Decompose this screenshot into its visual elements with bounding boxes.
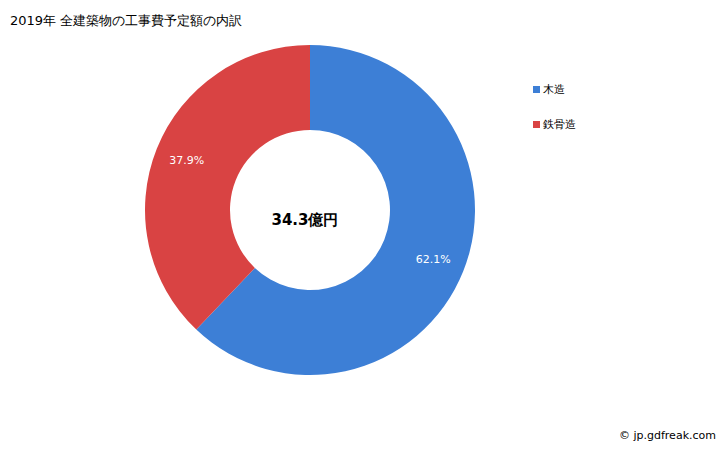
svg-text:37.9%: 37.9% [169, 154, 204, 167]
html-text:鉄骨造: 鉄骨造 [543, 117, 576, 131]
svg-text:62.1%: 62.1% [416, 253, 451, 266]
html-text:34.3億円: 34.3億円 [271, 210, 339, 229]
html-text:© jp.gdfreak.com: © jp.gdfreak.com [619, 429, 716, 442]
html-text:2019年 全建築物の工事費予定額の内訳: 2019年 全建築物の工事費予定額の内訳 [10, 13, 243, 28]
html-text:木造: 木造 [543, 82, 565, 96]
